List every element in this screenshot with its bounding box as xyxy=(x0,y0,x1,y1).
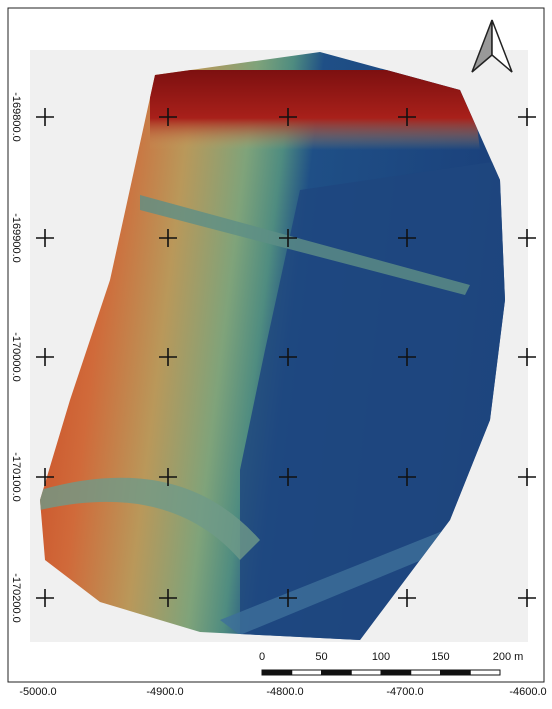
y-label: -169900.0 xyxy=(10,213,22,263)
scale-segment xyxy=(440,669,471,676)
north-arrow xyxy=(471,19,513,73)
terrain xyxy=(40,52,505,640)
x-label: -4800.0 xyxy=(266,686,303,698)
y-label: -170000.0 xyxy=(10,332,22,382)
scale-segment xyxy=(469,669,501,676)
grid-crosses xyxy=(36,108,536,607)
scale-bar: 0 50 100 150 200 m xyxy=(259,651,524,676)
scale-segment xyxy=(261,669,293,676)
x-label: -4700.0 xyxy=(386,686,423,698)
scale-label: 100 xyxy=(372,651,390,663)
scale-segment xyxy=(350,669,382,676)
scale-segment xyxy=(291,669,322,676)
y-label: -170200.0 xyxy=(10,573,22,623)
y-label: -170100.0 xyxy=(10,452,22,502)
x-label: -4900.0 xyxy=(146,686,183,698)
x-label: -5000.0 xyxy=(19,686,56,698)
scale-label: 50 xyxy=(315,651,327,663)
x-label: -4600.0 xyxy=(509,686,546,698)
scale-segment xyxy=(321,669,352,676)
scale-label: 0 xyxy=(259,651,265,663)
scale-segment xyxy=(410,669,441,676)
scale-segment xyxy=(380,669,412,676)
scale-label: 150 xyxy=(431,651,449,663)
y-label: -169800.0 xyxy=(10,92,22,142)
scale-label: 200 m xyxy=(493,651,524,663)
axis-labels: -5000.0 -4900.0 -4800.0 -4700.0 -4600.0 -1698… xyxy=(10,92,547,698)
